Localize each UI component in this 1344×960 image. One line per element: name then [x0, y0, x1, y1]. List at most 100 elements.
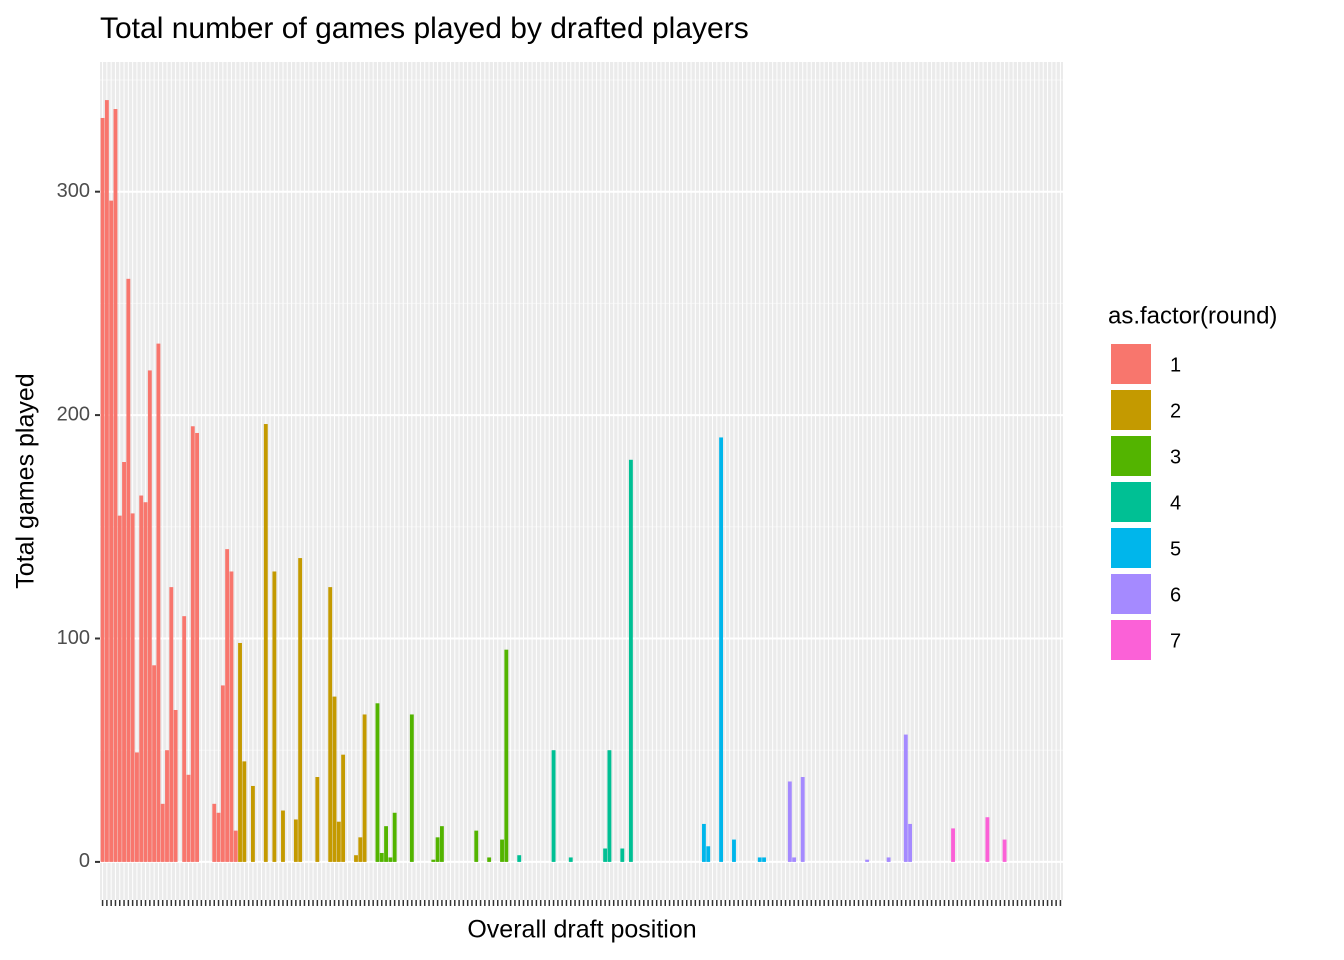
bar — [517, 855, 522, 862]
bar — [379, 852, 384, 862]
bar — [195, 432, 200, 862]
bar — [354, 855, 358, 862]
bar — [435, 837, 440, 862]
bar — [732, 839, 736, 862]
bar — [186, 774, 191, 862]
bar — [143, 502, 148, 862]
bar — [126, 278, 131, 862]
legend-title: as.factor(round) — [1108, 302, 1277, 329]
bar — [160, 803, 165, 862]
bar — [551, 750, 556, 862]
bar — [298, 558, 303, 862]
y-tick-label: 300 — [57, 180, 90, 202]
bar — [701, 823, 706, 862]
bar — [719, 437, 724, 862]
legend-label: 6 — [1170, 584, 1181, 606]
chart-title: Total number of games played by drafted … — [100, 12, 749, 45]
bar — [439, 826, 444, 862]
bar — [229, 571, 234, 862]
legend-label: 2 — [1170, 400, 1181, 422]
bar — [384, 826, 388, 862]
bar — [212, 803, 217, 862]
bar — [130, 513, 135, 862]
bar — [1002, 839, 1007, 862]
bar — [156, 343, 161, 862]
legend-label: 3 — [1170, 446, 1181, 468]
bar — [787, 781, 792, 862]
bar — [409, 714, 414, 862]
bar — [250, 785, 255, 862]
legend-key — [1109, 618, 1153, 662]
bar — [216, 812, 221, 862]
bar — [109, 200, 114, 862]
y-tick-label: 0 — [79, 850, 90, 872]
legend-key — [1109, 526, 1153, 570]
bar — [903, 734, 908, 862]
bar — [341, 754, 346, 862]
bar — [985, 817, 990, 862]
bar — [139, 495, 144, 862]
bar — [220, 685, 225, 862]
legend-key — [1109, 480, 1153, 524]
bar — [104, 100, 109, 862]
bar — [169, 587, 174, 862]
bar — [800, 777, 805, 862]
legend-key — [1109, 572, 1153, 616]
bar — [272, 571, 277, 862]
bar — [886, 857, 891, 862]
bar — [487, 857, 492, 862]
bar — [865, 859, 870, 862]
bar — [315, 777, 320, 862]
bar — [233, 830, 238, 862]
bar — [628, 459, 633, 862]
bar — [792, 857, 797, 862]
bar — [474, 830, 479, 862]
bar — [951, 828, 955, 862]
bar — [358, 837, 363, 862]
plot-panel — [100, 62, 1063, 900]
bar — [607, 750, 612, 862]
legend-label: 7 — [1170, 630, 1181, 652]
y-tick-label: 200 — [57, 403, 90, 425]
bar — [706, 846, 711, 862]
bar — [375, 703, 380, 862]
bar — [336, 821, 341, 862]
y-axis-label: Total games played — [12, 373, 40, 588]
bar — [238, 642, 242, 862]
bar — [242, 761, 247, 862]
bar — [504, 649, 509, 862]
bar — [293, 819, 298, 862]
bar — [757, 857, 762, 862]
bar — [388, 857, 393, 862]
bar — [603, 848, 608, 862]
bar — [113, 109, 118, 862]
bar — [568, 857, 573, 862]
bar — [328, 587, 333, 862]
bar — [135, 752, 139, 862]
legend-label: 1 — [1170, 354, 1181, 376]
y-tick-label: 100 — [57, 627, 90, 649]
bar — [431, 859, 436, 862]
legend-label: 4 — [1170, 492, 1181, 514]
bar — [263, 424, 268, 862]
bar — [908, 823, 913, 862]
bar — [117, 515, 122, 862]
legend-label: 5 — [1170, 538, 1181, 560]
bar — [122, 462, 126, 862]
bar — [762, 857, 766, 862]
legend-key — [1109, 388, 1153, 432]
bar — [147, 370, 152, 862]
legend-key — [1109, 342, 1153, 386]
bar — [190, 426, 195, 862]
bar — [620, 848, 625, 862]
bar — [173, 709, 178, 862]
bar — [100, 117, 105, 862]
bar — [500, 839, 504, 862]
bar — [362, 714, 367, 862]
bar — [332, 696, 337, 862]
bar — [182, 616, 187, 862]
bar — [152, 665, 157, 862]
bar — [281, 810, 285, 862]
bar — [165, 750, 169, 862]
